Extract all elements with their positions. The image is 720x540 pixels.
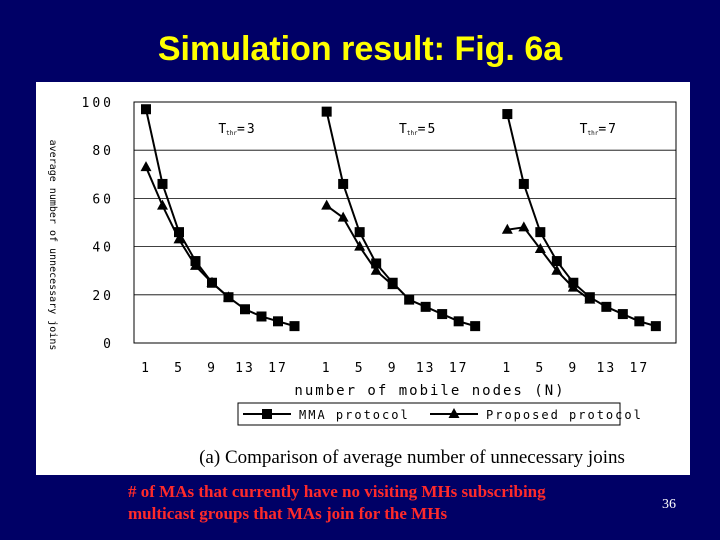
proposed-data-point	[337, 211, 349, 222]
x-tick-label: 13	[416, 361, 436, 376]
legend-label: Proposed protocol	[486, 408, 643, 422]
plot-frame	[133, 101, 677, 344]
x-tick-label: 17	[268, 361, 288, 376]
legend-label: MMA protocol	[299, 408, 410, 422]
x-tick-label: 5	[535, 361, 545, 376]
mma-data-point	[354, 227, 365, 238]
proposed-data-point	[567, 281, 579, 292]
proposed-series-line	[507, 226, 591, 301]
x-tick-label: 9	[207, 361, 217, 376]
proposed-data-point	[321, 199, 333, 210]
mma-data-point	[535, 227, 546, 238]
mma-data-point	[502, 109, 513, 120]
proposed-data-point	[140, 161, 152, 172]
chart-svg: 100 80 60 40 20 0 Tthr=3 1 5 9 13 17 Tthr=5 1 5 9 13 17 Tt…	[47, 96, 677, 468]
x-tick-label: 5	[174, 361, 184, 376]
legend-box	[237, 402, 621, 426]
mma-data-point	[273, 316, 283, 327]
mma-data-point	[650, 321, 661, 332]
mma-data-point	[174, 227, 184, 238]
page-number: 36	[662, 497, 676, 512]
mma-data-point	[240, 304, 250, 315]
proposed-data-point	[354, 240, 366, 251]
x-axis-label: number of mobile nodes (N)	[294, 383, 565, 399]
proposed-data-point	[518, 221, 530, 232]
x-tick-label: 1	[141, 361, 151, 376]
figure-6a: 100 80 60 40 20 0 Tthr=3 1 5 9 13 17 Tthr=5 1 5 9 13 17 Tt…	[36, 82, 690, 475]
chart-caption: (a) Comparison of average number of unne…	[199, 447, 625, 468]
proposed-data-point	[206, 276, 218, 287]
x-tick-label: 9	[388, 361, 398, 376]
mma-data-point	[157, 178, 168, 189]
footnote-line-2: multicast groups that MAs join for the M…	[128, 504, 448, 523]
footnote: # of MAs that currently have no visiting…	[128, 481, 648, 525]
mma-data-point	[371, 258, 382, 269]
y-tick-label: 100	[82, 96, 114, 111]
y-axis-label: average number of unnecessary joins	[47, 140, 58, 351]
mma-data-point	[289, 321, 300, 332]
mma-data-point	[617, 309, 628, 320]
mma-data-point	[256, 311, 267, 322]
x-tick-label: 13	[235, 361, 255, 376]
mma-series-line	[506, 113, 657, 328]
panel-label: Tthr=7	[580, 122, 618, 137]
legend-marker-triangle	[448, 408, 460, 418]
mma-data-point	[404, 294, 415, 305]
mma-data-point	[321, 106, 332, 117]
mma-data-point	[437, 309, 448, 320]
proposed-data-point	[551, 264, 563, 275]
y-tick-label: 20	[92, 289, 114, 304]
x-tick-label: 1	[502, 361, 512, 376]
mma-data-point	[141, 104, 151, 115]
mma-data-point	[551, 256, 562, 267]
y-tick-label: 60	[92, 192, 114, 207]
panel-label: Tthr=3	[218, 122, 256, 137]
proposed-data-point	[501, 223, 513, 234]
y-tick-label: 80	[92, 144, 114, 159]
panel-label: Tthr=5	[399, 122, 437, 137]
x-tick-label: 17	[449, 361, 469, 376]
mma-data-point	[518, 178, 529, 189]
proposed-data-point	[190, 259, 201, 270]
proposed-data-point	[370, 264, 382, 275]
x-tick-label: 5	[355, 361, 365, 376]
proposed-data-point	[157, 199, 168, 210]
x-tick-label: 17	[630, 361, 650, 376]
mma-data-point	[634, 316, 645, 327]
y-tick-label: 40	[92, 241, 114, 256]
x-tick-label: 9	[568, 361, 578, 376]
proposed-data-point	[534, 243, 546, 254]
mma-data-point	[420, 301, 431, 312]
y-tick-label: 0	[103, 337, 114, 352]
mma-data-point	[453, 316, 464, 327]
mma-data-point	[338, 178, 349, 189]
proposed-data-point	[584, 293, 596, 304]
slide-title: Simulation result: Fig. 6a	[157, 30, 563, 68]
x-tick-label: 13	[597, 361, 617, 376]
proposed-data-point	[223, 291, 234, 302]
mma-series-line	[325, 111, 476, 328]
x-tick-label: 1	[322, 361, 332, 376]
proposed-data-point	[387, 279, 399, 290]
mma-data-point	[470, 321, 481, 332]
proposed-data-point	[173, 233, 185, 244]
legend-marker-square	[262, 409, 272, 419]
mma-data-point	[601, 301, 612, 312]
footnote-line-1: # of MAs that currently have no visiting…	[128, 482, 546, 501]
